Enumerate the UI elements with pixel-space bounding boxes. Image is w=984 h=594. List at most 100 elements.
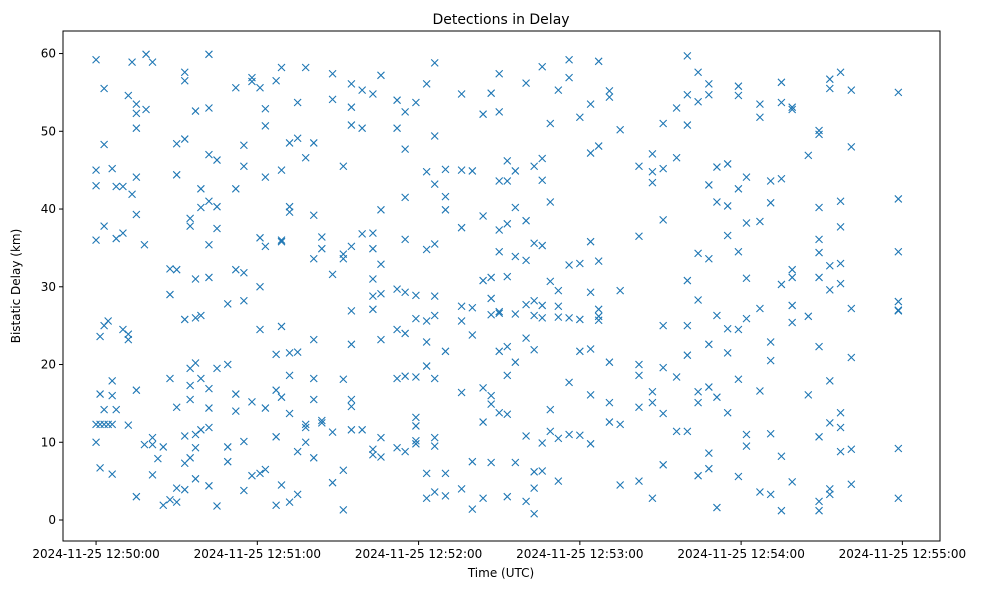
data-point-x-marker <box>272 386 281 395</box>
data-point-x-marker <box>511 358 520 367</box>
data-point-x-marker <box>309 211 318 220</box>
data-point-x-marker <box>538 241 547 250</box>
data-point-x-marker <box>635 403 643 412</box>
data-point-x-marker <box>788 301 797 310</box>
data-point-x-marker <box>495 69 504 78</box>
data-point-x-marker <box>205 384 213 393</box>
data-point-x-marker <box>309 335 318 344</box>
data-point-x-marker <box>894 88 903 97</box>
data-point-x-marker <box>285 371 294 380</box>
data-point-x-marker <box>369 305 377 314</box>
data-point-x-marker <box>538 301 547 310</box>
data-point-x-marker <box>205 104 213 112</box>
data-point-x-marker <box>412 98 420 107</box>
data-point-x-marker <box>96 332 104 341</box>
data-point-x-marker <box>92 420 100 429</box>
data-point-x-marker <box>92 166 100 175</box>
data-point-x-marker <box>358 86 367 94</box>
data-point-x-marker <box>487 273 496 282</box>
data-point-x-marker <box>92 438 100 447</box>
data-point-x-marker <box>605 398 614 407</box>
data-point-x-marker <box>239 141 248 150</box>
data-point-x-marker <box>317 418 326 427</box>
data-point-x-marker <box>285 409 294 418</box>
data-point-x-marker <box>825 376 834 385</box>
data-point-x-marker <box>377 433 385 442</box>
data-point-x-marker <box>756 304 764 313</box>
data-point-x-marker <box>172 170 181 179</box>
data-point-x-marker <box>412 314 420 323</box>
data-point-x-marker <box>804 151 813 160</box>
data-point-x-marker <box>412 436 420 445</box>
data-point-x-marker <box>293 134 302 143</box>
data-point-x-marker <box>223 299 232 308</box>
data-point-x-marker <box>301 423 310 432</box>
data-point-x-marker <box>213 364 221 373</box>
data-point-x-marker <box>358 425 367 434</box>
data-point-x-marker <box>734 91 743 100</box>
data-point-x-marker <box>401 329 410 338</box>
data-point-x-marker <box>742 442 751 451</box>
data-point-x-marker <box>694 97 702 106</box>
data-point-x-marker <box>479 212 487 220</box>
data-point-x-marker <box>586 100 595 108</box>
data-point-x-marker <box>124 91 133 100</box>
data-point-x-marker <box>457 302 466 311</box>
data-point-x-marker <box>468 331 477 339</box>
data-point-x-marker <box>847 353 856 362</box>
data-point-x-marker <box>108 391 117 400</box>
data-point-x-marker <box>248 73 256 82</box>
data-point-x-marker <box>369 229 377 238</box>
data-point-x-marker <box>328 95 337 104</box>
y-tick-label: 20 <box>41 358 56 372</box>
data-point-x-marker <box>369 292 377 300</box>
data-point-x-marker <box>659 216 668 224</box>
data-point-x-marker <box>358 124 367 133</box>
data-point-x-marker <box>616 286 625 295</box>
data-point-x-marker <box>205 423 213 432</box>
data-point-x-marker <box>393 325 401 334</box>
data-point-x-marker <box>683 351 692 360</box>
data-point-x-marker <box>468 303 477 312</box>
data-point-x-marker <box>825 418 834 427</box>
data-point-x-marker <box>538 467 547 475</box>
data-point-x-marker <box>704 383 713 391</box>
data-point-x-marker <box>713 198 721 206</box>
data-point-x-marker <box>441 469 450 478</box>
data-point-x-marker <box>713 393 721 402</box>
data-point-x-marker <box>694 68 702 77</box>
data-point-x-marker <box>309 139 318 147</box>
data-point-x-marker <box>256 83 264 92</box>
data-point-x-marker <box>777 452 786 461</box>
data-point-x-marker <box>659 409 668 418</box>
data-point-x-marker <box>522 256 530 265</box>
data-point-x-marker <box>503 410 512 419</box>
data-point-x-marker <box>108 420 117 429</box>
data-point-x-marker <box>239 296 248 305</box>
data-point-x-marker <box>672 104 681 112</box>
data-point-x-marker <box>457 485 466 493</box>
data-point-x-marker <box>538 313 547 322</box>
data-point-x-marker <box>223 360 232 369</box>
data-point-x-marker <box>205 273 213 282</box>
data-point-x-marker <box>742 314 751 323</box>
data-point-x-marker <box>347 402 356 411</box>
data-point-x-marker <box>256 469 264 478</box>
data-point-x-marker <box>205 197 213 206</box>
data-point-x-marker <box>495 107 504 116</box>
data-point-x-marker <box>100 420 109 429</box>
data-point-x-marker <box>894 444 903 453</box>
data-point-x-marker <box>293 348 302 356</box>
data-point-x-marker <box>815 273 823 282</box>
data-point-x-marker <box>301 438 310 447</box>
data-point-x-marker <box>522 497 530 506</box>
data-point-x-marker <box>213 202 221 211</box>
data-point-x-marker <box>594 57 603 66</box>
data-point-x-marker <box>248 77 256 86</box>
data-point-x-marker <box>546 405 555 414</box>
data-point-x-marker <box>804 390 813 399</box>
x-axis-label: Time (UTC) <box>467 566 534 580</box>
data-point-x-marker <box>301 153 310 162</box>
data-point-x-marker <box>277 393 286 402</box>
data-point-x-marker <box>196 425 205 434</box>
